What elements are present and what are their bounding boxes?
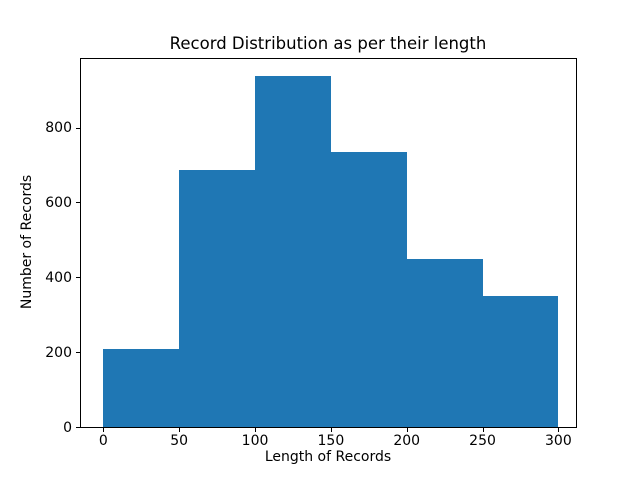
y-tick-mark [76,427,80,428]
x-tick-label: 50 [170,433,189,449]
histogram-bar [179,169,256,427]
y-tick-label: 400 [45,269,72,286]
y-tick-mark [76,202,80,204]
y-axis-label: Number of Records [19,174,35,310]
x-tick-label: 250 [469,433,496,449]
x-tick-mark [558,428,560,432]
x-tick-label: 150 [317,433,345,449]
left-spine [80,58,81,428]
x-tick-label: 200 [393,433,421,449]
x-tick-mark [103,428,105,432]
x-tick-label: 0 [98,433,108,449]
y-tick-mark [76,352,80,354]
x-tick-mark [406,428,408,432]
x-tick-mark [255,428,257,432]
chart-title: Record Distribution as per their length [169,34,487,53]
histogram-bar [330,152,407,427]
x-tick-mark [330,428,332,432]
x-tick-label: 100 [241,433,269,449]
histogram-bar [482,296,559,427]
x-tick-mark [179,428,181,432]
y-tick-label: 800 [45,120,72,137]
bottom-spine [80,427,578,428]
histogram-bar [103,349,180,427]
y-tick-label: 0 [63,419,72,436]
top-spine [80,58,578,59]
x-tick-mark [482,428,484,432]
right-spine [576,58,578,428]
y-tick-mark [76,127,80,129]
y-tick-label: 200 [45,344,72,361]
histogram-bar [406,259,483,427]
y-tick-mark [76,277,80,279]
x-tick-label: 300 [545,433,572,449]
x-axis-label: Length of Records [264,449,392,465]
histogram-bar [255,75,331,427]
y-tick-label: 600 [45,194,72,211]
